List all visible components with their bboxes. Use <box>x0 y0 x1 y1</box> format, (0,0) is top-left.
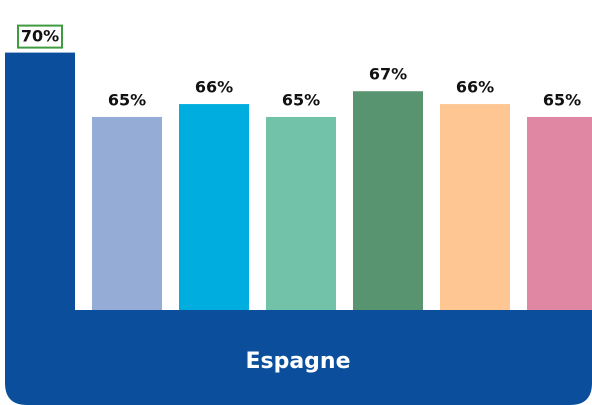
highlight-box <box>17 24 63 49</box>
bar <box>92 116 162 310</box>
category-band <box>5 310 592 405</box>
value-label: 65% <box>543 90 581 109</box>
bar <box>179 104 249 310</box>
value-label: 65% <box>108 90 146 109</box>
value-label: 66% <box>456 78 494 97</box>
value-label: 65% <box>282 90 320 109</box>
bar <box>440 104 510 310</box>
bar <box>5 52 75 311</box>
value-label: 66% <box>195 78 233 97</box>
bar <box>266 116 336 310</box>
bar <box>353 91 423 311</box>
value-label: 67% <box>369 65 407 84</box>
category-label: Espagne <box>245 349 350 374</box>
value-label: 70% <box>21 27 59 46</box>
bar <box>527 116 592 310</box>
